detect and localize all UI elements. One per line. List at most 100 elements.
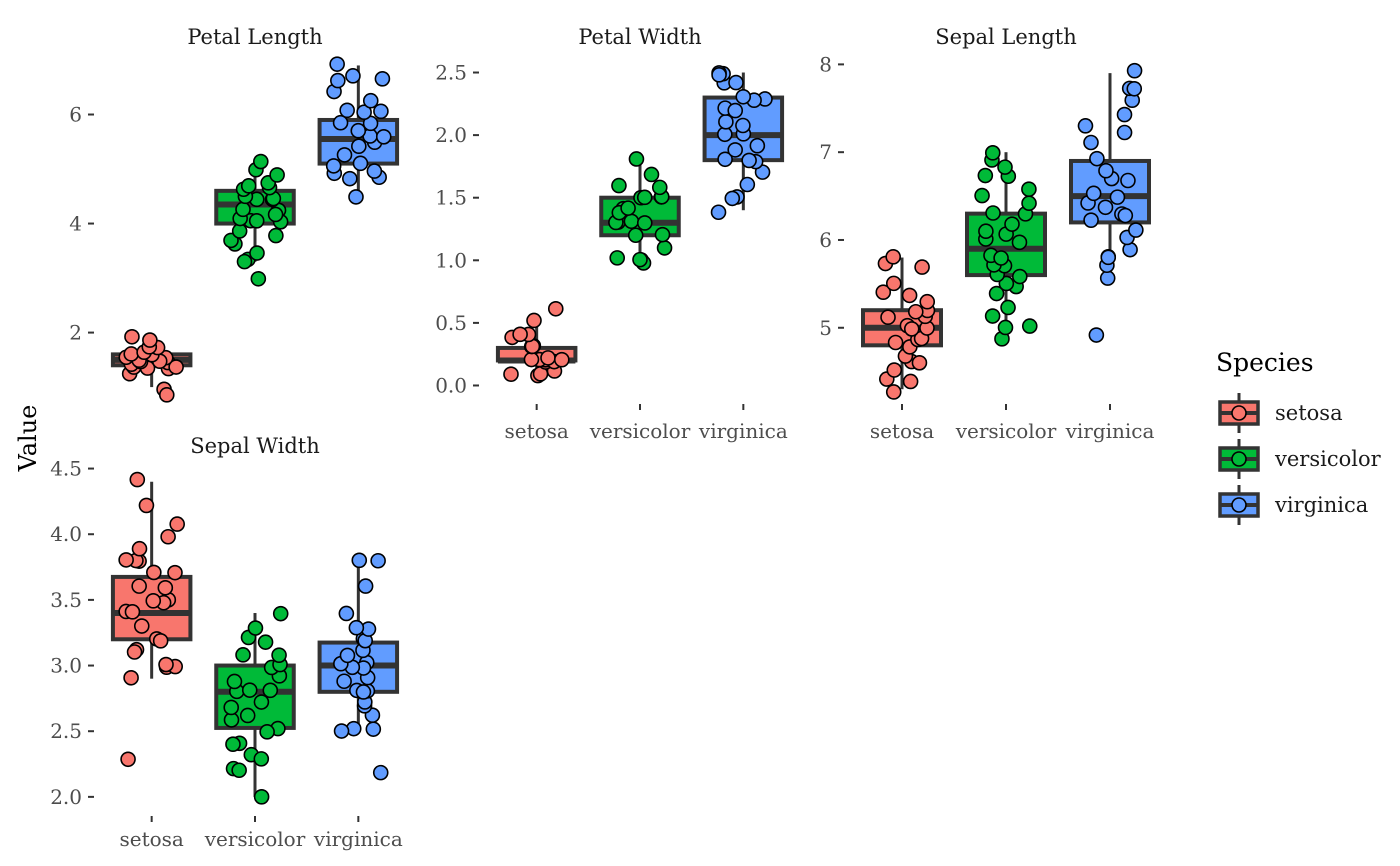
points-setosa: [118, 471, 185, 768]
y-tick-label: 2.5: [435, 61, 467, 85]
data-point: [120, 751, 136, 768]
data-point: [735, 88, 752, 105]
data-point: [269, 167, 285, 183]
data-point: [547, 300, 564, 317]
data-point: [919, 293, 936, 310]
facet-panels: Petal Length 2 4 6 Petal Width 0.0 0.5 1.0 1.5 2.…: [50, 25, 1154, 851]
data-point: [336, 673, 352, 690]
data-point: [875, 284, 892, 300]
data-point: [885, 275, 902, 292]
data-point: [739, 176, 756, 193]
data-point: [248, 213, 265, 229]
data-point: [526, 312, 542, 329]
data-point: [977, 167, 994, 184]
data-point: [1126, 80, 1143, 97]
data-point: [636, 215, 653, 231]
y-tick-label: 7: [819, 140, 832, 164]
data-point: [735, 117, 751, 134]
data-point: [885, 384, 902, 400]
data-point: [241, 682, 258, 698]
data-point: [372, 764, 389, 781]
data-point: [373, 103, 389, 120]
data-point: [138, 497, 155, 514]
legend-label: versicolor: [1274, 447, 1382, 471]
data-point: [1000, 299, 1016, 316]
points-virginica: [325, 56, 392, 205]
data-point: [350, 122, 367, 139]
data-point: [628, 151, 645, 167]
facet-panel-sepal-length: Sepal Length 5 6 7 8 setosa versicolor virginic…: [819, 25, 1154, 443]
data-point: [998, 275, 1015, 292]
points-versicolor: [223, 153, 289, 287]
data-point: [250, 270, 267, 287]
data-point: [627, 227, 644, 244]
panel-title: Petal Width: [578, 25, 701, 49]
data-point: [903, 321, 920, 337]
data-point: [223, 232, 239, 249]
data-point: [152, 633, 169, 649]
data-point: [253, 694, 270, 710]
y-tick-label: 0.5: [435, 311, 467, 335]
data-point: [235, 647, 251, 663]
legend-key-point: [1231, 497, 1247, 513]
data-point: [330, 72, 346, 89]
data-point: [1097, 199, 1114, 216]
x-tick-label: setosa: [870, 419, 934, 443]
facet-panel-petal-length: Petal Length 2 4 6: [69, 25, 400, 403]
data-point: [885, 249, 901, 265]
data-point: [356, 104, 372, 121]
data-point: [993, 250, 1009, 266]
data-point: [886, 362, 903, 378]
data-point: [907, 303, 924, 320]
data-point: [623, 213, 640, 230]
y-tick-label: 2: [69, 321, 82, 345]
points-setosa: [503, 300, 570, 384]
data-point: [985, 205, 1001, 221]
legend-label: setosa: [1275, 401, 1343, 425]
data-point: [997, 319, 1014, 336]
data-point: [1089, 150, 1105, 167]
data-point: [259, 724, 275, 740]
data-point: [724, 190, 741, 207]
x-tick-label: setosa: [119, 827, 183, 851]
y-tick-label: 2.5: [50, 719, 82, 743]
data-point: [142, 332, 158, 348]
data-point: [158, 656, 174, 673]
x-tick-label: versicolor: [955, 419, 1057, 443]
panel-title: Petal Length: [187, 25, 322, 49]
y-tick-label: 4.5: [50, 457, 82, 481]
data-point: [338, 605, 355, 622]
data-point: [124, 604, 141, 620]
points-setosa: [875, 249, 936, 400]
data-point: [997, 159, 1013, 175]
y-tick-label: 1.5: [435, 186, 467, 210]
data-point: [225, 736, 241, 752]
y-tick-label: 6: [819, 228, 832, 252]
data-point: [711, 67, 727, 83]
data-point: [609, 250, 626, 266]
data-point: [1099, 270, 1116, 286]
data-point: [1085, 185, 1102, 202]
data-point: [231, 762, 247, 779]
legend-item-setosa: setosa: [1218, 393, 1343, 433]
y-tick-label: 8: [819, 52, 832, 76]
data-point: [749, 137, 766, 154]
data-point: [654, 226, 671, 243]
data-point: [336, 147, 353, 163]
y-tick-label: 2.0: [50, 785, 82, 809]
data-point: [651, 179, 668, 196]
data-point: [540, 350, 556, 366]
legend-item-virginica: virginica: [1218, 485, 1368, 525]
data-point: [129, 471, 146, 488]
data-point: [124, 328, 140, 345]
data-point: [226, 673, 243, 690]
data-point: [988, 285, 1005, 302]
data-point: [1021, 318, 1038, 334]
data-point: [352, 155, 369, 172]
data-point: [348, 619, 365, 636]
data-point: [1083, 134, 1099, 151]
legend-key-point: [1231, 451, 1247, 467]
data-point: [272, 605, 289, 622]
points-virginica: [333, 552, 389, 781]
data-point: [1116, 106, 1133, 123]
